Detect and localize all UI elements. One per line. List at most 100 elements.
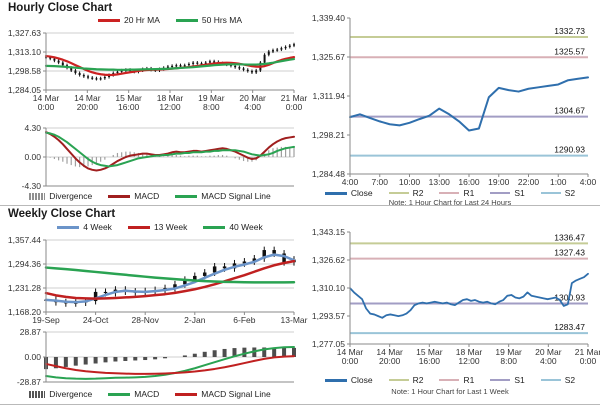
svg-text:21 Mar: 21 Mar: [281, 93, 308, 103]
svg-text:16:00: 16:00: [458, 177, 480, 187]
legend-label: 4 Week: [83, 222, 112, 232]
svg-text:1,284.48: 1,284.48: [312, 169, 345, 179]
svg-text:1:00: 1:00: [550, 177, 567, 187]
svg-text:0:00: 0:00: [580, 356, 597, 366]
line-swatch-icon: [108, 194, 131, 198]
svg-text:28-Nov: 28-Nov: [131, 315, 159, 325]
svg-text:1,325.67: 1,325.67: [312, 52, 345, 62]
legend-label: R2: [412, 188, 424, 198]
svg-text:20:00: 20:00: [379, 356, 401, 366]
svg-text:1,313.10: 1,313.10: [8, 47, 41, 57]
svg-text:14 Mar: 14 Mar: [33, 93, 60, 103]
legend-label: R1: [463, 188, 475, 198]
svg-text:15 Mar: 15 Mar: [416, 347, 443, 357]
legend-item-close: Close: [324, 375, 373, 385]
svg-text:13:00: 13:00: [429, 177, 451, 187]
line-swatch-icon: [439, 379, 460, 381]
legend-item-s2: S2: [540, 375, 575, 385]
svg-text:8:00: 8:00: [500, 356, 517, 366]
hourly-price-legend: 20 Hr MA 50 Hrs MA: [40, 15, 300, 25]
svg-text:19-Sep: 19-Sep: [32, 315, 60, 325]
legend-label: 50 Hrs MA: [201, 15, 243, 25]
svg-text:20:00: 20:00: [77, 102, 99, 112]
svg-text:16:00: 16:00: [419, 356, 441, 366]
svg-text:19:00: 19:00: [488, 177, 510, 187]
legend-label: Divergence: [49, 191, 93, 201]
legend-item-r2: R2: [388, 375, 424, 385]
svg-text:0:00: 0:00: [38, 102, 55, 112]
svg-text:1,311.94: 1,311.94: [313, 91, 346, 101]
svg-text:1,168.20: 1,168.20: [8, 307, 41, 317]
weekly-macd-legend: Divergence MACD MACD Signal Line: [0, 389, 300, 399]
svg-text:1,339.40: 1,339.40: [312, 13, 345, 23]
legend-item-divergence: Divergence: [29, 389, 92, 399]
svg-text:-4.30: -4.30: [22, 181, 42, 191]
svg-text:15 Mar: 15 Mar: [115, 93, 142, 103]
svg-text:6-Feb: 6-Feb: [233, 315, 255, 325]
svg-text:-28.87: -28.87: [17, 377, 41, 387]
legend-label: S1: [514, 375, 525, 385]
svg-text:1,326.62: 1,326.62: [312, 255, 345, 265]
legend-label: MACD Signal Line: [201, 389, 271, 399]
weekly-1week-legend: Close R2 R1 S1 S2: [300, 375, 600, 385]
svg-text:8:00: 8:00: [203, 102, 220, 112]
svg-text:14 Mar: 14 Mar: [74, 93, 101, 103]
svg-text:1,343.15: 1,343.15: [312, 227, 345, 237]
legend-label: Divergence: [49, 389, 93, 399]
legend-item-r2: R2: [388, 188, 424, 198]
legend-label: MACD: [134, 389, 160, 399]
line-swatch-icon: [97, 18, 120, 22]
hourly-macd-chart: 4.30 0.00 -4.30: [22, 123, 295, 191]
svg-text:1,298.21: 1,298.21: [312, 130, 345, 140]
svg-text:1,298.58: 1,298.58: [8, 66, 41, 76]
line-swatch-icon: [540, 379, 561, 381]
svg-text:19 Mar: 19 Mar: [495, 347, 522, 357]
hourly-24h-chart: 1332.73 1325.57 1304.67 1290.93 1,339.40 1,32…: [312, 13, 597, 187]
legend-item-s1: S1: [490, 188, 525, 198]
weekly-price-legend: 4 Week 13 Week 40 Week: [20, 222, 300, 232]
svg-text:4:00: 4:00: [540, 356, 557, 366]
hourly-chart-title: Hourly Close Chart: [8, 2, 113, 14]
legend-label: R1: [463, 375, 475, 385]
legend-label: MACD: [134, 191, 160, 201]
legend-item-20-hr-ma: 20 Hr MA: [97, 15, 160, 25]
line-swatch-icon: [57, 225, 80, 229]
legend-item-close: Close: [324, 188, 373, 198]
svg-text:12:00: 12:00: [458, 356, 480, 366]
svg-text:19 Mar: 19 Mar: [198, 93, 225, 103]
svg-text:7:00: 7:00: [371, 177, 388, 187]
legend-label: R2: [412, 375, 424, 385]
svg-text:0.00: 0.00: [24, 352, 41, 362]
line-swatch-icon: [439, 192, 460, 194]
svg-text:1332.73: 1332.73: [554, 26, 585, 36]
legend-item-s1: S1: [490, 375, 525, 385]
weekly-1week-chart: 1336.471327.431300.931283.471,343.151,32…: [312, 227, 600, 366]
svg-text:20 Mar: 20 Mar: [239, 93, 266, 103]
legend-label: Close: [350, 188, 373, 198]
legend-item-40-week: 40 Week: [203, 222, 263, 232]
svg-text:1325.57: 1325.57: [554, 46, 585, 56]
legend-label: 40 Week: [229, 222, 263, 232]
legend-item-macd-signal-line: MACD Signal Line: [175, 389, 271, 399]
line-swatch-icon: [324, 191, 347, 195]
line-swatch-icon: [175, 194, 198, 198]
legend-label: S1: [514, 188, 525, 198]
svg-text:14 Mar: 14 Mar: [337, 347, 364, 357]
legend-item-4-week: 4 Week: [57, 222, 112, 232]
legend-label: S2: [564, 188, 576, 198]
weekly-chart-title: Weekly Close Chart: [8, 208, 116, 220]
line-swatch-icon: [490, 379, 511, 381]
svg-text:1,357.44: 1,357.44: [8, 235, 41, 245]
legend-label: 13 Week: [153, 222, 188, 232]
svg-text:22:00: 22:00: [518, 177, 540, 187]
svg-text:1304.67: 1304.67: [554, 106, 585, 116]
legend-item-divergence: Divergence: [29, 191, 92, 201]
svg-text:1,284.05: 1,284.05: [8, 85, 41, 95]
line-swatch-icon: [490, 192, 511, 194]
svg-text:1,310.10: 1,310.10: [312, 283, 345, 293]
svg-text:20 Mar: 20 Mar: [535, 347, 562, 357]
svg-text:24-Oct: 24-Oct: [83, 315, 109, 325]
line-swatch-icon: [324, 378, 347, 382]
